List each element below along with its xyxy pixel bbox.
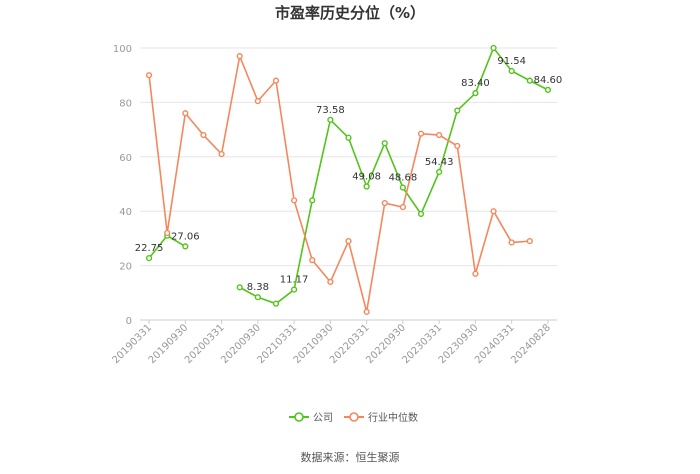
data-point-0 — [363, 183, 370, 190]
y-tick-label: 20 — [119, 262, 132, 273]
legend-label-0: 公司 — [313, 413, 333, 424]
data-point-0 — [145, 255, 153, 262]
data-point-1 — [200, 131, 207, 139]
data-point-0 — [236, 284, 243, 291]
data-label: 8.38 — [247, 282, 269, 293]
data-point-1 — [218, 150, 225, 158]
data-point-1 — [291, 197, 298, 204]
data-label: 91.54 — [497, 56, 526, 67]
data-point-1 — [454, 142, 461, 150]
data-point-1 — [164, 229, 171, 237]
data-point-1 — [381, 199, 388, 207]
x-tick-label: 20240828 — [509, 322, 553, 366]
y-tick-label: 60 — [119, 153, 132, 164]
data-point-0 — [327, 116, 334, 123]
data-point-0 — [309, 197, 316, 204]
data-label: 48.68 — [389, 173, 418, 184]
data-point-0 — [254, 294, 261, 301]
data-label: 11.17 — [280, 275, 309, 286]
y-tick-label: 40 — [119, 207, 132, 218]
data-label: 54.43 — [425, 157, 454, 168]
data-label: 22.75 — [135, 243, 164, 254]
data-point-0 — [544, 86, 552, 93]
data-point-0 — [490, 44, 497, 52]
data-point-1 — [236, 53, 243, 60]
data-point-0 — [291, 286, 298, 293]
data-point-1 — [526, 238, 533, 245]
data-point-0 — [436, 168, 443, 176]
source-note: 数据来源：恒生聚源 — [300, 451, 400, 464]
data-point-1 — [309, 257, 316, 264]
series-line-1 — [148, 53, 530, 313]
data-label: 84.60 — [534, 75, 563, 86]
data-point-1 — [363, 308, 370, 315]
data-label: 73.58 — [316, 105, 345, 116]
data-point-0 — [182, 243, 189, 250]
data-point-1 — [272, 77, 280, 84]
data-point-1 — [399, 204, 406, 211]
data-point-1 — [490, 208, 497, 215]
legend-label-1: 行业中位数 — [368, 411, 418, 424]
legend-marker-1 — [349, 412, 359, 422]
data-point-0 — [508, 67, 515, 75]
data-point-1 — [508, 239, 515, 246]
data-point-1 — [436, 131, 443, 139]
data-point-1 — [327, 278, 334, 286]
y-tick-label: 0 — [126, 316, 132, 327]
data-point-0 — [417, 210, 425, 218]
data-label: 27.06 — [171, 231, 200, 242]
data-point-0 — [381, 140, 388, 147]
data-point-1 — [345, 238, 352, 245]
legend-marker-0 — [294, 412, 304, 422]
series-line-0 — [239, 46, 549, 305]
data-point-0 — [345, 134, 352, 141]
data-point-0 — [472, 90, 479, 97]
data-point-1 — [182, 110, 189, 117]
data-point-0 — [454, 107, 461, 114]
data-point-1 — [145, 72, 153, 79]
data-point-1 — [472, 270, 479, 277]
data-point-1 — [254, 97, 261, 105]
data-point-1 — [417, 130, 425, 137]
data-label: 49.08 — [352, 172, 381, 183]
y-tick-label: 80 — [119, 98, 132, 109]
data-label: 83.40 — [461, 78, 490, 89]
data-point-0 — [399, 184, 406, 191]
data-point-0 — [272, 300, 280, 307]
y-tick-label: 100 — [113, 44, 132, 55]
data-point-0 — [526, 77, 533, 84]
chart-title: 市盈率历史分位（%） — [274, 4, 426, 22]
